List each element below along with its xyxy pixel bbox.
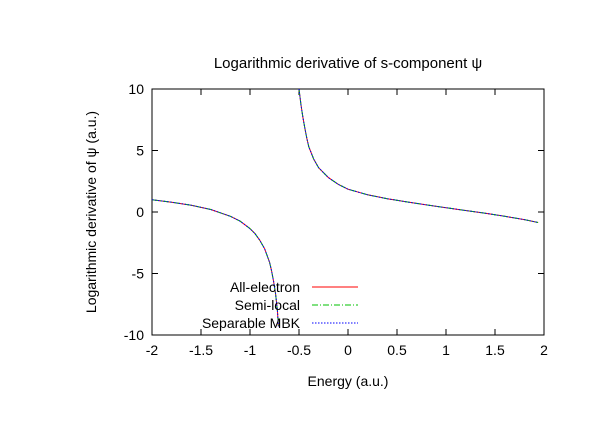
chart-title: Logarithmic derivative of s-component ψ <box>214 55 482 72</box>
x-tick-label-5: 0.5 <box>387 342 407 358</box>
series-1-branch-1 <box>298 88 539 223</box>
y-tick-label-0: -10 <box>124 327 144 343</box>
legend-label-2: Separable MBK <box>202 315 301 331</box>
x-tick-label-0: -2 <box>146 342 159 358</box>
x-tick-label-1: -1.5 <box>189 342 213 358</box>
axis-ticks <box>151 88 545 336</box>
x-tick-label-4: 0 <box>344 342 352 358</box>
legend-label-1: Semi-local <box>235 297 300 313</box>
x-tick-label-7: 1.5 <box>485 342 505 358</box>
plot-frame <box>151 88 545 336</box>
y-axis-label: Logarithmic derivative of ψ (a.u.) <box>83 111 99 313</box>
x-tick-label-6: 1 <box>442 342 450 358</box>
y-tick-label-3: 5 <box>136 143 144 159</box>
x-tick-label-8: 2 <box>540 342 548 358</box>
legend: All-electron Semi-local Separable MBK <box>202 279 358 331</box>
curves <box>151 88 539 327</box>
x-tick-label-2: -1 <box>244 342 257 358</box>
y-tick-label-1: -5 <box>132 266 145 282</box>
x-tick-label-3: -0.5 <box>287 342 311 358</box>
y-tick-label-2: 0 <box>136 204 144 220</box>
series-2-branch-0 <box>151 199 279 327</box>
x-axis-label: Energy (a.u.) <box>308 373 389 389</box>
series-2-branch-1 <box>298 88 539 223</box>
series-0-branch-1 <box>298 88 539 223</box>
legend-label-0: All-electron <box>230 279 300 295</box>
axis-tick-labels: -2 -1.5 -1 -0.5 0 0.5 1 1.5 2 -10 -5 0 5 10 <box>124 81 548 358</box>
y-tick-label-4: 10 <box>128 81 144 97</box>
